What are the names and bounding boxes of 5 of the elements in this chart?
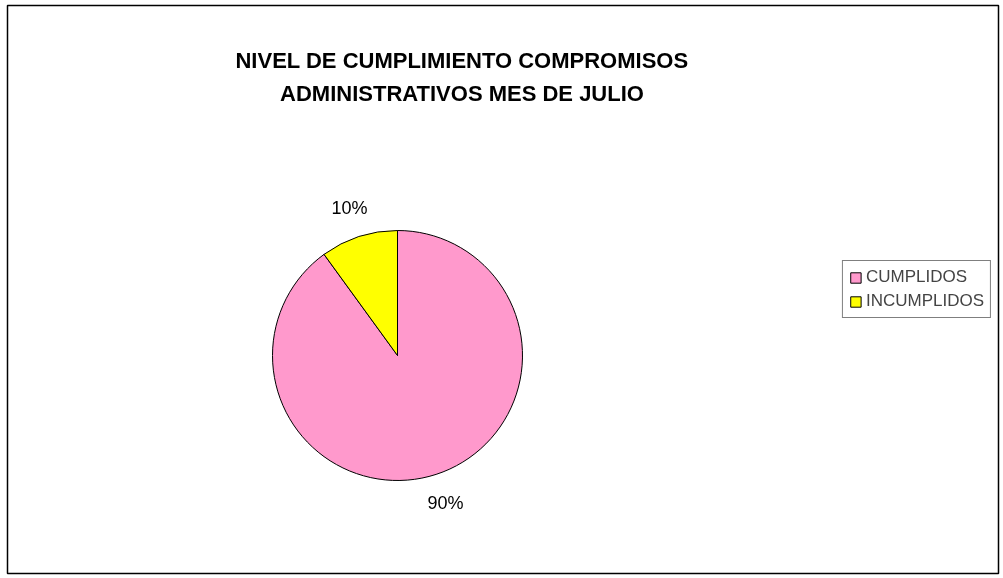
legend-label: CUMPLIDOS	[865, 267, 967, 287]
data-label: 90%	[427, 492, 464, 513]
data-label: 10%	[331, 198, 368, 219]
chart-title: NIVEL DE CUMPLIMIENTO COMPROMISOS ADMINISTRATIVOS MES DE JULIO	[235, 48, 689, 106]
legend-label: INCUMPLIDOS	[865, 291, 984, 311]
